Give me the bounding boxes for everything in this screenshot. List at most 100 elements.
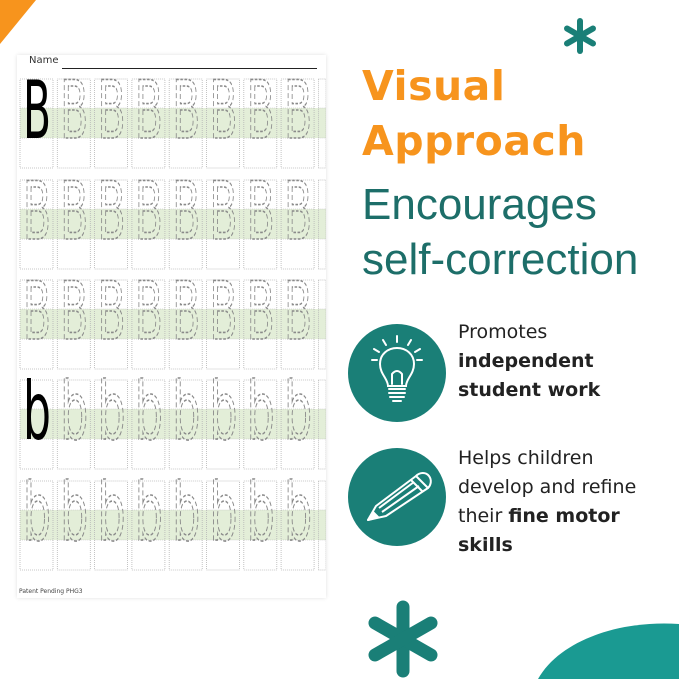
orange-corner-decoration: [0, 0, 36, 44]
letter-cell: [168, 379, 203, 470]
trace-letter: B: [210, 165, 238, 258]
trace-letter: b: [284, 466, 312, 559]
letter-cell: [94, 78, 128, 169]
subheadline-self-correction: self-correction: [362, 235, 639, 284]
name-label: Name: [29, 55, 59, 66]
asterisk-icon: [368, 600, 438, 678]
letter-cell: [280, 480, 315, 571]
trace-letter: b: [98, 365, 126, 458]
trace-letter: B: [135, 165, 163, 258]
trace-letter: b: [60, 466, 88, 559]
letter-cell: [19, 379, 54, 470]
model-letter: b: [23, 365, 51, 458]
letter-cell: [56, 279, 91, 370]
midline-band: [20, 309, 326, 339]
headline-approach: Approach: [362, 117, 586, 165]
feature-text: their: [458, 505, 509, 527]
trace-letter: B: [247, 64, 275, 157]
letter-cell: [56, 379, 91, 470]
letter-cell: [19, 78, 54, 169]
patent-footer: Patent Pending PHG3: [19, 588, 83, 595]
letter-cell: [206, 279, 240, 370]
letter-cell: [280, 379, 315, 470]
pencil-badge: [348, 448, 446, 546]
trace-letter: B: [23, 165, 51, 258]
trace-letter: B: [247, 165, 275, 258]
letter-cell: [206, 480, 240, 571]
letter-cell: [94, 379, 128, 470]
feature-text: develop and refine: [458, 476, 637, 498]
letter-cell: [56, 179, 91, 270]
letter-cell: [243, 179, 278, 270]
lightbulb-icon: [371, 335, 423, 402]
letter-cell: [56, 78, 91, 169]
trace-letter: B: [210, 265, 238, 358]
trace-letter: b: [284, 365, 312, 458]
letter-cell: [206, 78, 240, 169]
trace-letter: B: [135, 64, 163, 157]
trace-letter: B: [60, 64, 88, 157]
trace-letter: B: [98, 64, 126, 157]
trace-letter: b: [23, 466, 51, 559]
trace-letter: b: [210, 466, 238, 559]
letter-cell: [131, 279, 166, 370]
trace-letter: b: [172, 466, 200, 559]
trace-letter: b: [210, 365, 238, 458]
letter-cell: [243, 279, 278, 370]
trace-letter: B: [98, 265, 126, 358]
letter-cell: [280, 179, 315, 270]
letter-cell: [94, 179, 128, 270]
trace-letter: B: [98, 165, 126, 258]
feature-text: Helps children: [458, 447, 594, 469]
feature-independent-work: Promotes independent student work: [458, 318, 600, 405]
teal-corner-decoration: [538, 623, 679, 679]
letter-cell: [280, 78, 315, 169]
trace-letter: B: [60, 165, 88, 258]
trace-letter: b: [60, 365, 88, 458]
asterisk-icon: [564, 18, 596, 54]
letter-cell: [206, 379, 240, 470]
feature-text: Promotes: [458, 321, 548, 343]
trace-letter: b: [172, 365, 200, 458]
letter-cell: [168, 179, 203, 270]
feature-text-bold: skills: [458, 534, 513, 556]
letter-cell: [131, 480, 166, 571]
trace-letter: b: [247, 365, 275, 458]
trace-letter: B: [284, 165, 312, 258]
trace-letter: b: [135, 365, 163, 458]
midline-band: [20, 209, 326, 239]
trace-letter: B: [172, 64, 200, 157]
trace-letter: B: [60, 265, 88, 358]
trace-letter: B: [284, 265, 312, 358]
trace-letter: B: [172, 165, 200, 258]
letter-cell: [19, 179, 54, 270]
trace-letter: b: [135, 466, 163, 559]
headline-visual: Visual: [362, 62, 506, 110]
letter-cell: [131, 78, 166, 169]
feature-fine-motor: Helps children develop and refine their …: [458, 444, 636, 560]
trace-letter: B: [23, 265, 51, 358]
midline-band: [20, 409, 326, 439]
trace-letter: B: [210, 64, 238, 157]
letter-cell: [168, 480, 203, 571]
lightbulb-badge: [348, 324, 446, 422]
letter-cell: [56, 480, 91, 571]
letter-cell: [19, 279, 54, 370]
trace-letter: B: [135, 265, 163, 358]
letter-cell: [131, 179, 166, 270]
letter-cell: [19, 480, 54, 571]
trace-letter: b: [247, 466, 275, 559]
pencil-icon: [367, 472, 432, 521]
trace-letter: B: [284, 64, 312, 157]
feature-text-bold: independent: [458, 350, 594, 372]
midline-band: [20, 510, 326, 540]
midline-band: [20, 108, 326, 138]
trace-letter: B: [247, 265, 275, 358]
letter-cell: [131, 379, 166, 470]
tracing-grid: B B B B B B B BB B B B B B B BB B B B B B B Bb b b b b b b bb b b b b b b b: [19, 63, 326, 571]
